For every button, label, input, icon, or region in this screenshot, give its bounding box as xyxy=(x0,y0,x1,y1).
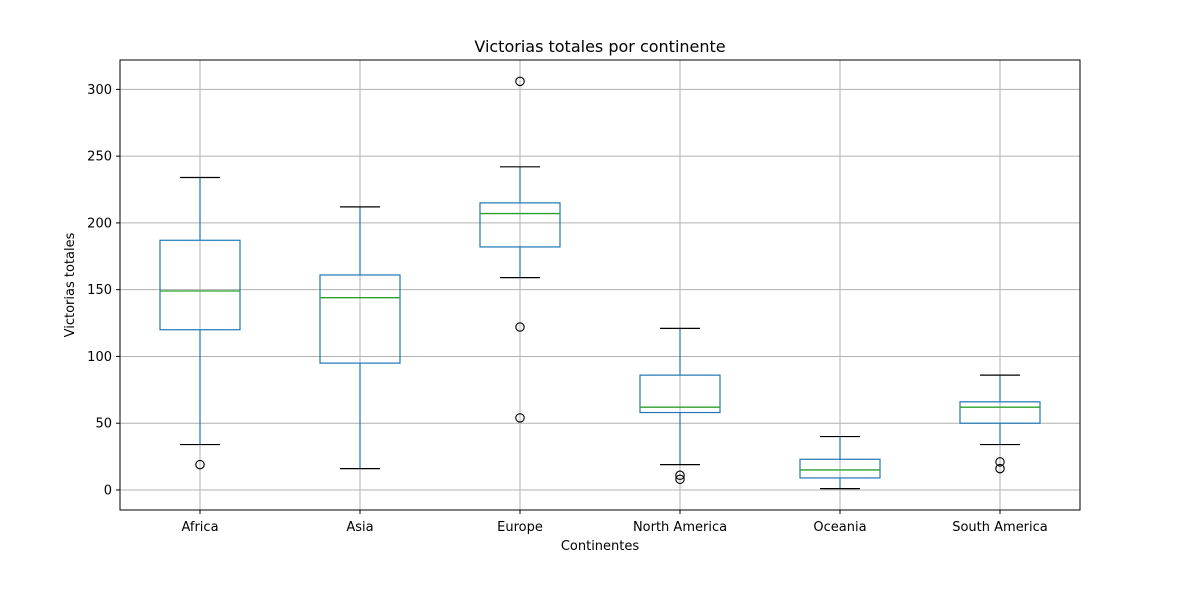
box-group-oceania xyxy=(799,435,881,490)
y-tick-label: 50 xyxy=(95,417,112,432)
plot-frame xyxy=(119,59,1081,511)
y-axis-title: Victorias totales xyxy=(63,232,78,337)
outlier-point xyxy=(515,413,525,423)
outlier-point xyxy=(515,76,525,87)
box-group-asia xyxy=(319,206,401,470)
box-group-north-america xyxy=(639,327,721,485)
iqr-box xyxy=(479,202,561,248)
x-tick-label: South America xyxy=(952,520,1048,535)
box-layer xyxy=(159,76,1041,490)
outlier-point xyxy=(675,474,685,485)
y-tick-label: 300 xyxy=(87,83,112,98)
iqr-box xyxy=(159,239,241,331)
outlier-point xyxy=(995,463,1005,474)
y-tick-label: 0 xyxy=(104,483,112,498)
outlier-point xyxy=(995,457,1005,467)
x-tick-label: North America xyxy=(633,520,727,535)
chart-title: Victorias totales por continente xyxy=(474,37,725,56)
outlier-point xyxy=(195,459,205,470)
y-tick-label: 150 xyxy=(87,283,112,298)
box-group-africa xyxy=(159,176,241,470)
box-group-europe xyxy=(479,76,561,423)
tick-layer: 0 50 100 150 200 250 300 Africa Asia Europe North … xyxy=(87,83,1048,535)
iqr-box xyxy=(799,458,881,479)
outlier-point xyxy=(515,322,525,332)
x-tick-label: Asia xyxy=(346,520,373,535)
outlier-point xyxy=(675,470,685,481)
x-tick-label: Europe xyxy=(497,520,543,535)
y-tick-label: 200 xyxy=(87,216,112,231)
iqr-box xyxy=(639,374,721,414)
x-tick-label: Oceania xyxy=(813,520,866,535)
y-tick-label: 100 xyxy=(87,350,112,365)
iqr-box xyxy=(959,401,1041,424)
x-axis-title: Continentes xyxy=(561,539,640,554)
box-group-south-america xyxy=(959,374,1041,474)
x-tick-label: Africa xyxy=(181,520,218,535)
iqr-box xyxy=(319,274,401,364)
y-tick-label: 250 xyxy=(87,150,112,165)
